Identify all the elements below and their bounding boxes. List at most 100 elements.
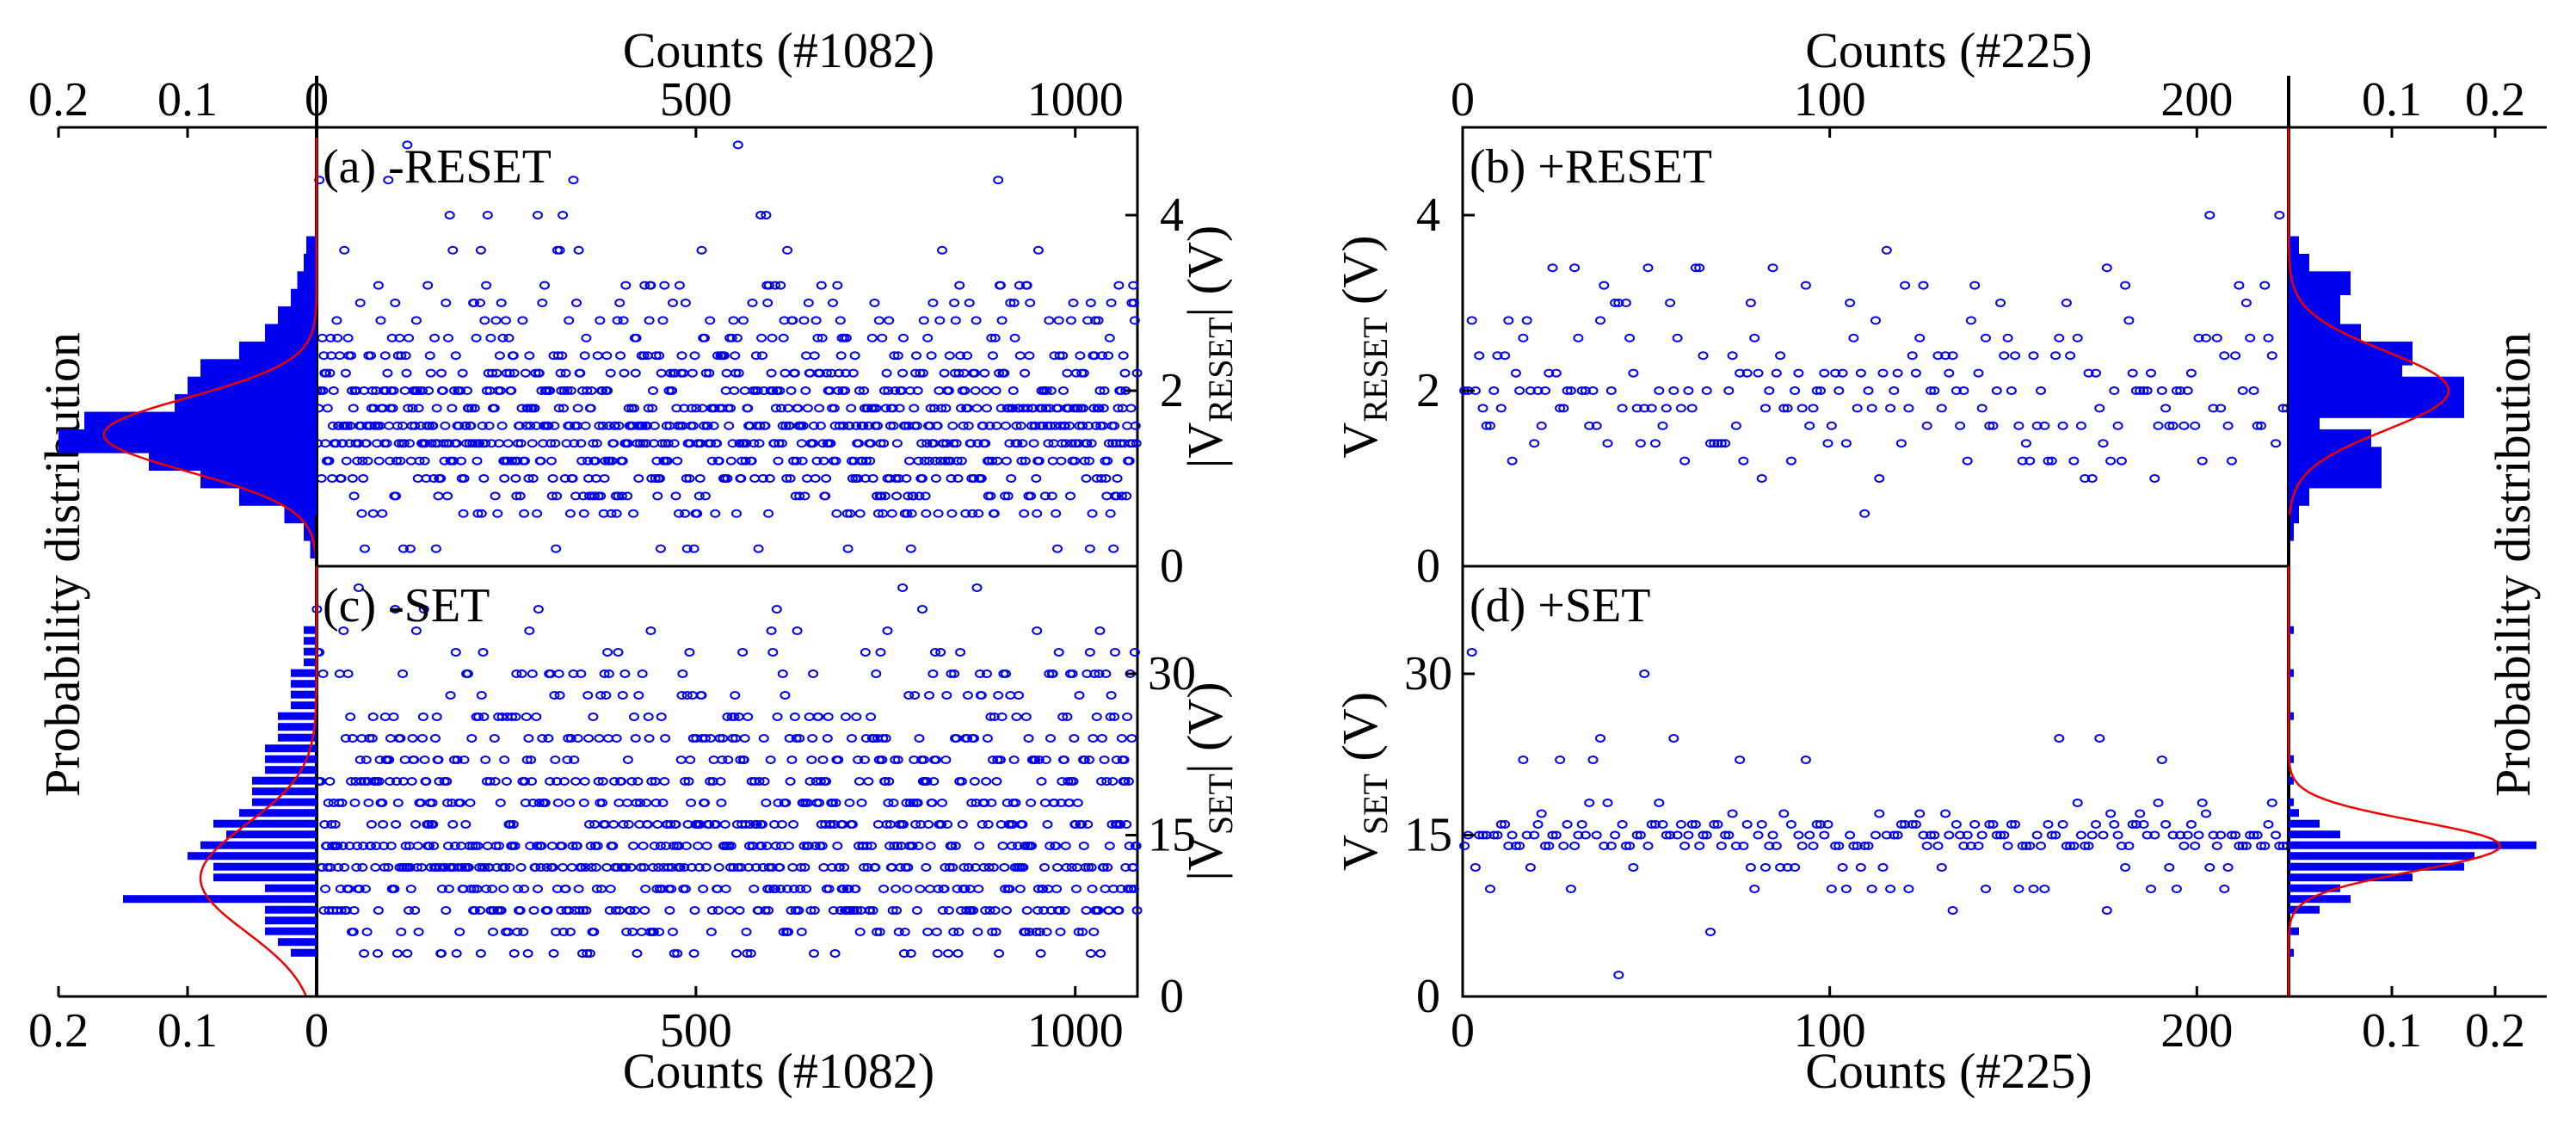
data-point — [921, 509, 932, 518]
data-point — [1855, 863, 1866, 872]
data-point — [410, 906, 421, 915]
data-point — [1833, 842, 1845, 850]
data-point — [462, 386, 472, 395]
data-point — [622, 491, 633, 501]
data-point — [1485, 885, 1495, 893]
data-point — [564, 799, 575, 807]
data-point — [2215, 830, 2227, 840]
data-point — [1008, 299, 1020, 307]
data-point — [1785, 456, 1796, 466]
data-point — [999, 368, 1010, 378]
data-point — [854, 509, 866, 518]
data-point — [793, 906, 804, 915]
data-point — [962, 691, 973, 700]
data-point — [952, 949, 964, 958]
data-point — [865, 456, 876, 466]
data-point — [1057, 713, 1069, 721]
data-point — [1040, 756, 1051, 764]
data-point — [1775, 351, 1786, 361]
data-point — [2061, 299, 2072, 307]
data-point — [830, 456, 841, 466]
data-point — [1124, 842, 1135, 850]
data-point — [440, 421, 451, 430]
data-point — [1631, 404, 1642, 413]
data-point — [957, 820, 968, 829]
data-point — [1569, 263, 1581, 273]
data-point — [1028, 439, 1039, 448]
data-point — [355, 777, 367, 786]
data-point — [953, 928, 964, 936]
data-point — [1012, 439, 1023, 448]
data-point — [851, 421, 862, 430]
data-point — [527, 439, 538, 448]
data-point — [551, 928, 562, 936]
data-point — [1129, 885, 1139, 893]
data-point — [1466, 316, 1477, 325]
data-point — [512, 928, 523, 936]
data-point — [1657, 421, 1668, 430]
data-point — [443, 842, 453, 850]
data-point — [1053, 316, 1064, 325]
data-point — [384, 756, 395, 764]
data-point — [761, 211, 772, 219]
data-point — [565, 734, 576, 743]
data-point — [496, 299, 507, 307]
data-point — [809, 351, 820, 361]
panel-a: (a) -RESET05001000024|VRESET| (V)0.20.10 — [28, 73, 1240, 593]
data-point — [1808, 842, 1819, 850]
data-point — [1017, 439, 1028, 448]
data-point — [479, 316, 490, 325]
data-point — [974, 842, 985, 850]
data-point — [2028, 351, 2039, 361]
data-point — [418, 605, 429, 614]
data-point — [349, 799, 361, 807]
data-point — [621, 928, 632, 936]
data-point — [562, 756, 573, 764]
data-point — [1848, 333, 1859, 342]
data-point — [499, 474, 510, 483]
data-point — [1068, 299, 1079, 307]
data-point — [1079, 756, 1090, 764]
data-point — [679, 404, 690, 413]
data-point — [931, 928, 942, 936]
data-point — [553, 669, 564, 678]
data-point — [2020, 842, 2031, 850]
data-point — [731, 949, 742, 958]
data-point — [323, 799, 334, 807]
data-point — [386, 333, 397, 342]
data-point — [860, 734, 872, 743]
data-point — [356, 734, 367, 743]
data-point — [942, 820, 953, 829]
data-point — [2171, 386, 2182, 395]
data-point — [1657, 820, 1668, 829]
data-point — [709, 404, 720, 413]
data-point — [578, 799, 589, 807]
data-point — [820, 491, 831, 501]
hist-bar — [2289, 927, 2299, 935]
data-point — [391, 421, 403, 430]
data-point — [1830, 842, 1841, 850]
data-point — [841, 368, 851, 378]
data-point — [570, 491, 582, 501]
data-point — [317, 386, 329, 395]
data-point — [2240, 842, 2252, 850]
data-point — [1675, 820, 1686, 829]
data-point — [1565, 386, 1576, 395]
gaussian-fit-curve — [2287, 566, 2502, 996]
data-point — [629, 906, 640, 915]
data-point — [1973, 842, 1984, 850]
data-point — [804, 777, 816, 786]
data-point — [835, 351, 847, 361]
data-point — [2057, 421, 2068, 430]
data-point — [336, 799, 348, 807]
data-point — [1654, 386, 1665, 395]
data-point — [1826, 885, 1837, 893]
data-point — [2046, 830, 2057, 840]
data-point — [1976, 404, 1987, 413]
left-hist-ylabel: Probability distribution — [34, 332, 90, 797]
data-point — [1628, 863, 1639, 872]
data-point — [1041, 928, 1052, 936]
data-point — [1082, 316, 1094, 325]
data-point — [1023, 734, 1034, 743]
data-point — [402, 140, 413, 150]
